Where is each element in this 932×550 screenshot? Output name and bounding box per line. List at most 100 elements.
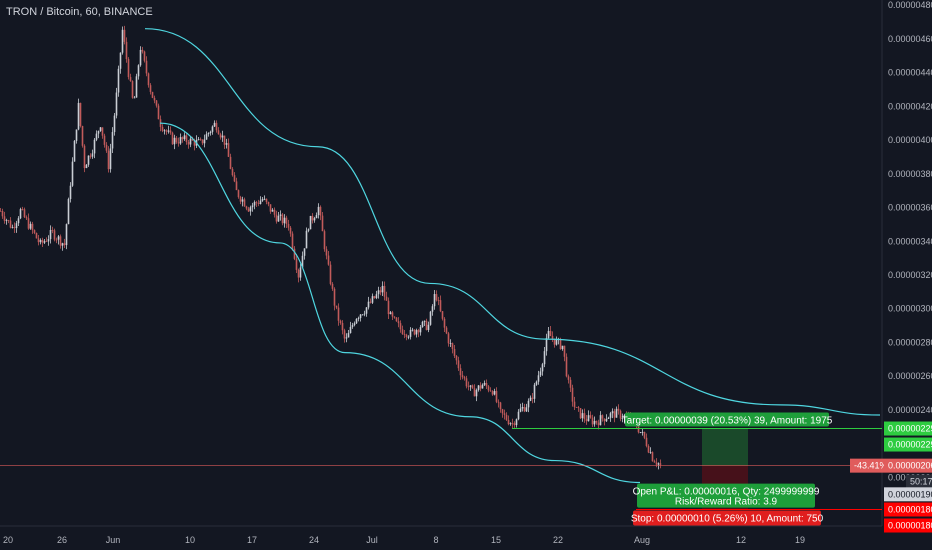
candle-body <box>301 255 304 268</box>
candle-body <box>79 102 82 127</box>
candle-body <box>175 137 178 143</box>
candle-body <box>371 296 374 303</box>
candle-body <box>325 249 328 256</box>
y-tick-label: 0.00000440 <box>888 68 932 78</box>
candle-body <box>153 97 156 101</box>
candle-body <box>555 339 558 345</box>
candle-body <box>347 333 350 338</box>
candle-body <box>589 415 592 418</box>
candle-body <box>11 227 14 228</box>
candle-body <box>199 139 202 141</box>
candle-body <box>623 415 626 419</box>
candle-body <box>25 217 28 219</box>
candle-body <box>341 322 344 331</box>
candle-body <box>335 305 338 308</box>
candle-body <box>551 336 554 339</box>
candle-body <box>19 209 22 219</box>
price-tag-stop-text: 0.00000180 <box>888 505 932 515</box>
candle-body <box>263 198 266 200</box>
candle-body <box>157 105 160 120</box>
candle-body <box>67 199 70 225</box>
candle-body <box>229 156 232 169</box>
candle-body <box>291 233 294 249</box>
candle-body <box>359 314 362 319</box>
price-tag-countdown <box>906 474 932 489</box>
candle-body <box>197 139 200 141</box>
candle-body <box>515 419 518 426</box>
candle-body <box>525 407 528 412</box>
candle-body <box>203 139 206 144</box>
y-tick-label: 0.00000280 <box>888 337 932 347</box>
x-tick-label: Aug <box>634 535 650 545</box>
candle-body <box>243 199 246 207</box>
price-tag-target-2-text: 0.00000229 <box>888 440 932 450</box>
candle-body <box>247 208 250 212</box>
candle-body <box>533 384 536 399</box>
candle-body <box>541 364 544 372</box>
candle-body <box>151 91 154 98</box>
candle-body <box>3 216 6 221</box>
candle-body <box>193 140 196 146</box>
candle-body <box>317 206 320 216</box>
candle-body <box>391 312 394 317</box>
candle-body <box>111 132 114 149</box>
candle-body <box>209 131 212 133</box>
candle-body <box>457 360 460 369</box>
candle-body <box>415 330 418 335</box>
y-tick-label: 0.00000340 <box>888 236 932 246</box>
candle-body <box>593 420 596 425</box>
candle-body <box>595 420 598 423</box>
candle-body <box>417 330 420 333</box>
price-tag-stop-2-text: 0.00000180 <box>888 521 932 531</box>
candle-body <box>609 413 612 418</box>
candle-body <box>47 239 50 242</box>
candle-body <box>535 381 538 385</box>
candle-body <box>311 215 314 221</box>
candle-body <box>597 422 600 426</box>
candle-body <box>17 218 20 224</box>
candle-body <box>299 267 302 278</box>
candle-body <box>577 407 580 409</box>
candle-body <box>1 210 4 217</box>
candle-body <box>119 52 122 69</box>
candle-body <box>105 144 108 151</box>
candle-body <box>651 452 654 462</box>
x-tick-label: 26 <box>57 535 67 545</box>
candle-body <box>125 41 128 60</box>
candle-body <box>649 452 652 453</box>
candle-body <box>323 231 326 250</box>
candle-body <box>395 317 398 322</box>
candle-body <box>77 102 80 130</box>
candle-body <box>509 423 512 425</box>
price-tag-stop-2 <box>884 518 932 533</box>
candle-body <box>189 138 192 145</box>
candle-body <box>637 426 640 433</box>
candle-body <box>13 227 16 229</box>
candle-body <box>393 316 396 318</box>
candle-body <box>601 415 604 419</box>
candle-body <box>71 161 74 186</box>
candle-body <box>83 145 86 169</box>
candle-body <box>615 408 618 418</box>
candle-body <box>129 77 132 82</box>
price-tag-target-text: 0.00000229 <box>888 424 932 434</box>
chart-title: TRON / Bitcoin, 60, BINANCE <box>6 6 153 18</box>
candle-body <box>307 229 310 231</box>
candle-body <box>269 204 272 212</box>
price-tag-stop <box>884 502 932 517</box>
price-tag-entry-text: 0.00000190 <box>888 489 932 499</box>
candle-body <box>385 296 388 301</box>
candle-body <box>581 413 584 419</box>
candle-body <box>173 137 176 145</box>
candle-body <box>389 312 392 315</box>
candle-body <box>211 126 214 132</box>
candle-body <box>235 181 238 191</box>
candle-body <box>107 150 110 170</box>
candle-body <box>605 418 608 422</box>
candle-body <box>241 199 244 202</box>
candle-body <box>0 210 2 212</box>
candle-body <box>569 379 572 388</box>
profit-zone <box>702 428 748 466</box>
candle-body <box>131 81 134 98</box>
